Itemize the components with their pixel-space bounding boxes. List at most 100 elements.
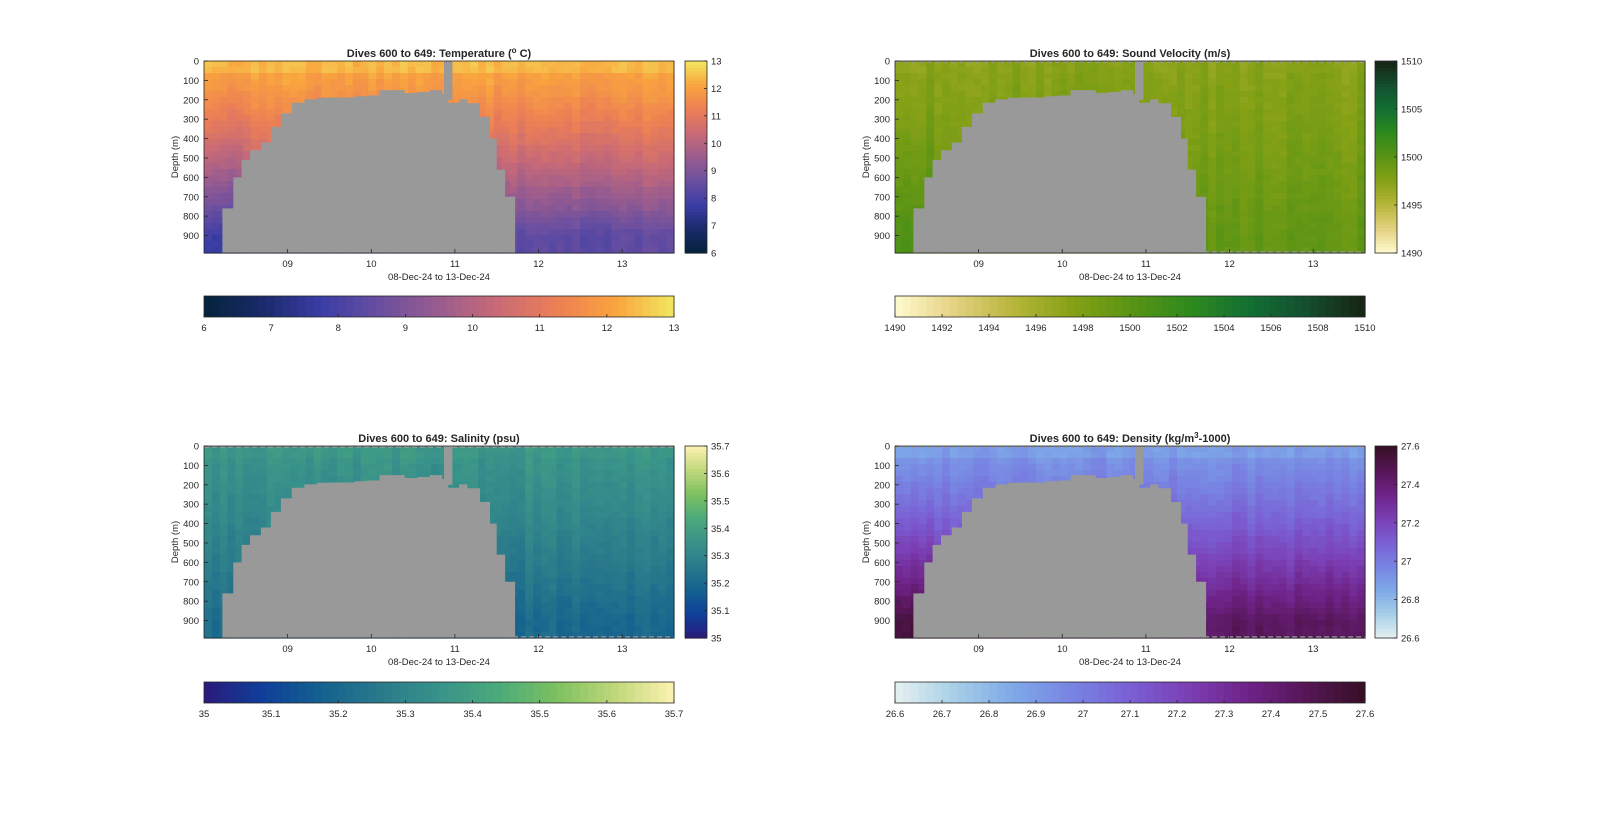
heatmap-cell [1098,61,1108,68]
heatmap-cell [352,452,362,459]
heatmap-cell [243,145,252,152]
heatmap-cell [1318,235,1327,242]
no-data-region [222,90,516,253]
heatmap-cell [540,121,550,128]
heatmap-cell [603,169,612,176]
heatmap-cell [501,115,511,122]
heatmap-cell [1325,67,1335,74]
heatmap-cell [1028,79,1037,86]
heatmap-cell [619,103,628,110]
heatmap-cell [1271,163,1280,170]
heatmap-cell [493,163,503,170]
heatmap-cell [243,494,252,501]
heatmap-cell [227,446,236,453]
heatmap-cell [266,506,276,513]
heatmap-cell [470,85,479,92]
heatmap-cell [1184,103,1194,110]
heatmap-cell [1208,97,1217,104]
heatmap-cell [227,145,236,152]
heatmap-cell [282,61,291,68]
heatmap-cell [926,79,935,86]
heatmap-cell [540,235,550,242]
heatmap-cell [219,554,229,561]
colorbar-segment [1375,150,1397,155]
heatmap-cell [934,73,943,80]
heatmap-cell [556,247,565,254]
heatmap-cell [1224,241,1233,248]
heatmap-cell [564,109,573,116]
heatmap-cell [564,181,573,188]
heatmap-cell [556,67,565,74]
x-axis-label: 08-Dec-24 to 13-Dec-24 [388,272,490,283]
heatmap-cell [1341,109,1350,116]
heatmap-cell [243,115,252,122]
heatmap-cell [227,542,236,549]
colorbar-segment [337,296,346,317]
heatmap-cell [251,512,260,519]
heatmap-cell [501,139,511,146]
heatmap-cell [243,151,252,158]
heatmap-cell [1294,121,1303,128]
heatmap-cell [1325,145,1335,152]
heatmap-cell [235,91,244,98]
y-tick-label: 900 [874,231,890,242]
colorbar-segment [572,296,581,317]
heatmap-cell [548,193,558,200]
heatmap-cell [627,187,636,194]
heatmap-cell [1341,127,1350,134]
colorbar-segment [685,179,707,184]
no-data-region [913,90,1207,253]
heatmap-cell [942,139,951,146]
heatmap-cell [1341,91,1350,98]
heatmap-cell [1333,241,1343,248]
heatmap-cell [431,79,440,86]
heatmap-cell [1153,79,1162,86]
heatmap-cell [266,446,276,453]
heatmap-cell [564,97,573,104]
heatmap-cell [603,211,612,218]
colorbar-segment [1357,296,1366,317]
colorbar-segment [1375,246,1397,251]
heatmap-cell [973,67,982,74]
heatmap-cell [595,133,605,140]
heatmap-cell [580,121,589,128]
heatmap-cell [926,169,935,176]
heatmap-cell [548,139,558,146]
heatmap-cell [548,211,558,218]
heatmap-cell [918,61,927,68]
heatmap-cell [1177,97,1186,104]
heatmap-cell [895,199,904,206]
heatmap-cell [1333,217,1343,224]
heatmap-cell [1051,61,1061,68]
heatmap-cell [942,67,951,74]
heatmap-cell [258,524,268,531]
heatmap-cell [204,151,213,158]
heatmap-cell [965,109,974,116]
heatmap-cell [1216,103,1225,110]
heatmap-cell [965,91,974,98]
heatmap-cell [1216,61,1225,68]
heatmap-cell [965,121,974,128]
heatmap-cell [619,217,628,224]
heatmap-cell [533,241,542,248]
heatmap-cell [525,235,534,242]
heatmap-cell [227,452,236,459]
heatmap-cell [973,61,982,68]
colorbar-tick-label: 1504 [1213,323,1234,334]
heatmap-cell [227,518,236,525]
colorbar-segment [1020,296,1029,317]
heatmap-cell [1286,157,1296,164]
heatmap-cell [1286,199,1296,206]
heatmap-cell [603,193,612,200]
heatmap-cell [595,79,605,86]
heatmap-cell [1192,157,1202,164]
heatmap-cell [1349,187,1358,194]
heatmap-cell [1302,133,1311,140]
heatmap-cell [274,470,283,477]
heatmap-cell [540,247,550,254]
heatmap-cell [298,91,307,98]
heatmap-cell [501,157,511,164]
heatmap-cell [1059,91,1068,98]
heatmap-cell [266,458,276,465]
